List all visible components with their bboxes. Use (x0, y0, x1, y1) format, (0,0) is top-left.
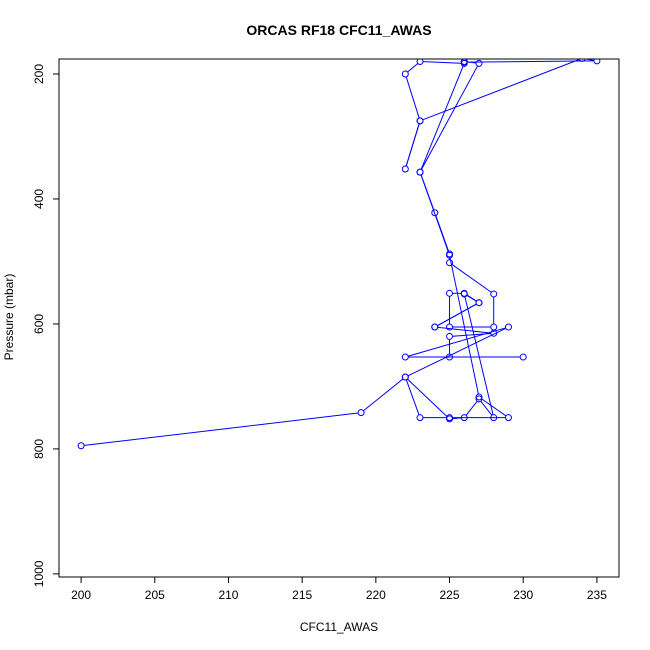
data-point (401, 165, 409, 173)
data-point (475, 299, 483, 307)
y-axis-label: Pressure (mbar) (2, 274, 16, 361)
series-line-segment (437, 303, 477, 326)
x-tick-label: 220 (366, 588, 386, 602)
x-tick-label: 200 (71, 588, 91, 602)
series-line-segment (422, 59, 580, 121)
series-line-segment (452, 333, 491, 337)
data-point (460, 290, 468, 298)
data-point (446, 332, 454, 340)
x-tick-label: 215 (292, 588, 312, 602)
data-point (504, 323, 512, 331)
data-point (431, 209, 439, 217)
series-line-segment (585, 59, 594, 61)
series-line-segment (421, 65, 478, 170)
data-point (416, 414, 424, 422)
y-tick-label: 800 (32, 439, 46, 459)
data-point (490, 290, 498, 298)
series-line-segment (407, 328, 506, 377)
series-line-segment (420, 174, 449, 253)
data-point (357, 409, 365, 417)
data-point (504, 414, 512, 422)
series-line-segment (420, 66, 464, 170)
data-point (490, 414, 498, 422)
series-line-segment (481, 398, 507, 417)
y-tick-label: 400 (32, 189, 46, 209)
data-point (416, 117, 424, 125)
series-line-segment (465, 401, 478, 416)
data-point (519, 353, 527, 361)
data-point (475, 395, 483, 403)
data-point (401, 373, 409, 381)
x-tick-label: 225 (440, 588, 460, 602)
series-line-segment (467, 60, 594, 63)
series-group (77, 59, 601, 450)
series-line-segment (452, 417, 462, 420)
data-point (446, 289, 454, 297)
series-line-segment (449, 258, 479, 395)
plot-area-frame (58, 58, 620, 578)
data-point (446, 415, 454, 423)
data-point (416, 59, 424, 65)
y-axis: 200 400 600 800 1000 (32, 64, 60, 587)
data-point (460, 59, 468, 67)
data-point (446, 323, 454, 331)
series-line-segment (363, 378, 404, 412)
data-point (475, 59, 483, 67)
data-point (446, 251, 454, 259)
x-axis-label: CFC11_AWAS (300, 620, 378, 634)
series-line-segment (464, 296, 494, 415)
data-point (475, 393, 483, 401)
series-line-segment (451, 264, 492, 293)
data-point (431, 323, 439, 331)
series-line-segment (405, 76, 420, 118)
data-point (77, 442, 85, 450)
series-line-segment (466, 295, 477, 302)
y-tick-label: 1000 (32, 560, 46, 587)
data-point (401, 70, 409, 78)
series-line-segment (407, 63, 418, 73)
data-point (460, 414, 468, 422)
series-line-segment (480, 401, 493, 416)
data-point (578, 59, 586, 62)
x-tick-label: 205 (145, 588, 165, 602)
y-tick-label: 200 (32, 64, 46, 84)
data-point (401, 353, 409, 361)
data-point (446, 353, 454, 361)
x-tick-label: 230 (513, 588, 533, 602)
data-point (593, 59, 601, 65)
x-tick-label: 235 (587, 588, 607, 602)
series-line-segment (407, 378, 448, 418)
data-point (490, 323, 498, 331)
y-tick-label: 600 (32, 314, 46, 334)
series-layer (77, 59, 601, 450)
series-line-segment (423, 61, 462, 64)
series-line-segment (84, 412, 358, 446)
data-point (446, 259, 454, 267)
data-point (416, 168, 424, 176)
series-line-segment (405, 123, 420, 167)
x-axis: 200 205 210 215 220 225 230 235 (71, 576, 607, 602)
series-line-segment (405, 379, 420, 415)
x-tick-label: 210 (218, 588, 238, 602)
chart-title: ORCAS RF18 CFC11_AWAS (246, 22, 431, 38)
